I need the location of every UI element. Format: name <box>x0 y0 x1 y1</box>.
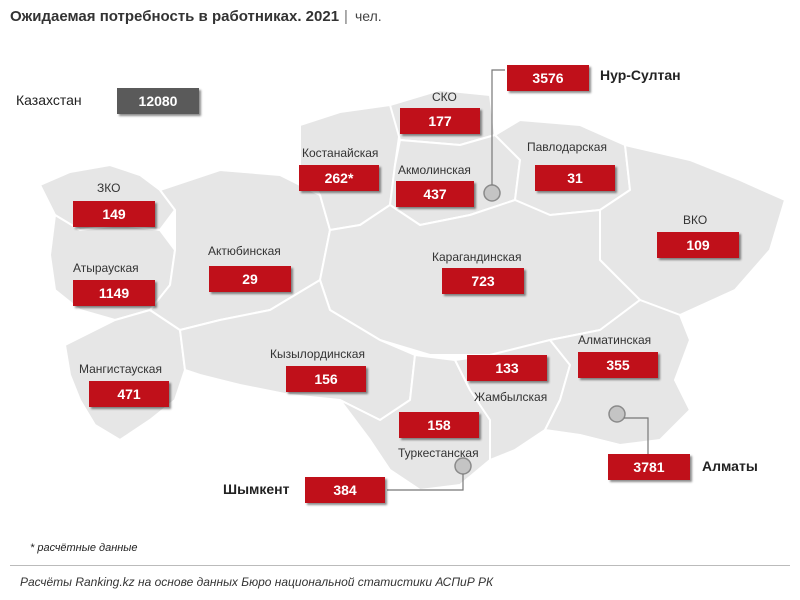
region-value-zko: 149 <box>73 201 155 227</box>
region-value-pavlodar: 31 <box>535 165 615 191</box>
region-label-turkestan: Туркестанская <box>398 446 479 460</box>
region-label-zhambyl: Жамбылская <box>474 390 548 404</box>
region-value-aktobe: 29 <box>209 266 291 292</box>
region-label-karaganda: Карагандинская <box>432 250 522 264</box>
region-value-kyzylorda: 156 <box>286 366 366 392</box>
nursultan-leader <box>491 69 505 185</box>
region-value-atyrau: 1149 <box>73 280 155 306</box>
region-label-kyzylorda: Кызылординская <box>270 347 365 361</box>
region-label-kostanay: Костанайская <box>302 146 379 160</box>
shymkent-marker <box>454 457 472 475</box>
city-value-nursultan: 3576 <box>507 65 589 91</box>
title-separator: | <box>344 8 348 25</box>
region-label-vko: ВКО <box>683 213 708 227</box>
region-label-akmola: Акмолинская <box>398 163 471 177</box>
region-label-almaty: Алматинская <box>578 333 652 347</box>
divider <box>10 565 790 566</box>
nursultan-marker <box>483 184 501 202</box>
map-region-vko <box>599 144 786 316</box>
city-label-nursultan: Нур-Султан <box>600 67 681 83</box>
source-note: Расчёты Ranking.kz на основе данных Бюро… <box>20 575 494 589</box>
region-value-zhambyl: 133 <box>467 355 547 381</box>
region-value-vko: 109 <box>657 232 739 258</box>
region-value-turkestan: 158 <box>399 412 479 438</box>
region-value-sko: 177 <box>400 108 480 134</box>
region-value-kostanay: 262* <box>299 165 379 191</box>
region-label-sko: СКО <box>432 90 457 104</box>
city-label-shymkent: Шымкент <box>223 481 290 497</box>
total-value-box: 12080 <box>117 88 199 114</box>
city-value-shymkent: 384 <box>305 477 385 503</box>
footnote: * расчётные данные <box>30 542 138 554</box>
region-label-pavlodar: Павлодарская <box>527 140 607 154</box>
region-value-akmola: 437 <box>396 181 474 207</box>
title-unit: чел. <box>354 8 382 24</box>
city-value-almaty: 3781 <box>608 454 690 480</box>
region-value-almaty: 355 <box>578 352 658 378</box>
region-value-karaganda: 723 <box>442 268 524 294</box>
region-value-mangystau: 471 <box>89 381 169 407</box>
region-label-mangystau: Мангистауская <box>79 362 162 376</box>
map-region-mangystau <box>64 309 186 441</box>
region-label-zko: ЗКО <box>97 181 121 195</box>
region-label-aktobe: Актюбинская <box>208 244 281 258</box>
chart-title: Ожидаемая потребность в работниках. 2021… <box>10 8 382 25</box>
total-label: Казахстан <box>16 92 82 108</box>
region-label-atyrau: Атырауская <box>73 261 139 275</box>
title-main: Ожидаемая потребность в работниках. 2021 <box>10 8 340 25</box>
city-label-almaty: Алматы <box>702 458 758 474</box>
almaty-marker <box>608 405 626 423</box>
shymkent-leader <box>387 474 464 491</box>
